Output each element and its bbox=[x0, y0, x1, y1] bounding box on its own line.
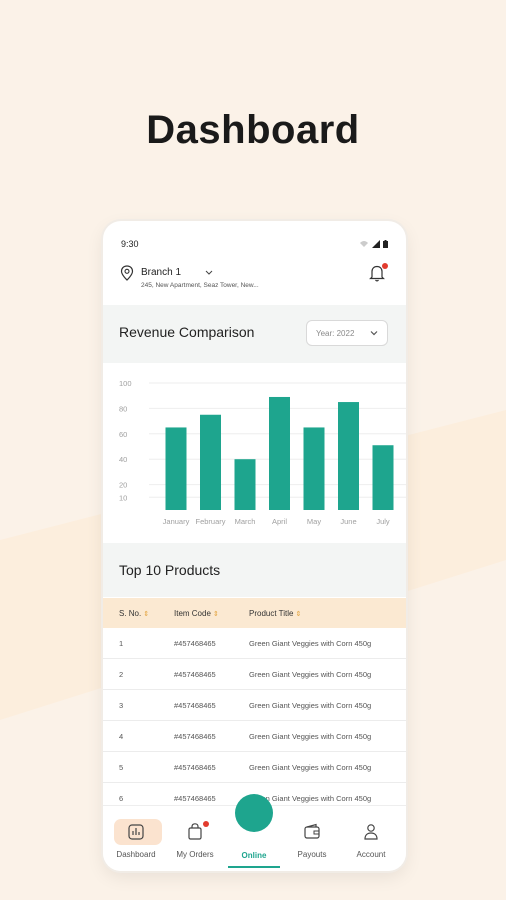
orders-notification-dot bbox=[203, 821, 209, 827]
cell-sno: 2 bbox=[119, 670, 124, 679]
nav-label: Payouts bbox=[297, 850, 327, 859]
y-tick-label: 60 bbox=[119, 430, 127, 439]
sort-icon: ⇕ bbox=[143, 611, 150, 618]
status-icons bbox=[359, 240, 388, 248]
x-tick-label: June bbox=[340, 517, 356, 526]
chevron-down-icon bbox=[370, 331, 378, 336]
x-tick-label: May bbox=[307, 517, 321, 526]
signal-icon bbox=[372, 240, 380, 248]
battery-icon bbox=[383, 240, 388, 248]
notification-dot bbox=[382, 263, 388, 269]
x-tick-label: March bbox=[235, 517, 256, 526]
bar bbox=[338, 402, 359, 510]
x-tick-label: February bbox=[195, 517, 225, 526]
x-tick-label: January bbox=[163, 517, 190, 526]
column-header-product-title[interactable]: Product Title ⇕ bbox=[249, 609, 301, 618]
cell-product-title: Green Giant Veggies with Corn 450g bbox=[249, 763, 372, 772]
bar bbox=[234, 459, 256, 510]
column-label: S. No. bbox=[119, 609, 142, 618]
nav-account[interactable]: Account bbox=[341, 806, 401, 871]
table-row[interactable]: 3 #457468465 Green Giant Veggies with Corn… bbox=[103, 690, 406, 721]
year-select-value: Year: 2022 bbox=[316, 329, 355, 338]
sort-icon: ⇕ bbox=[212, 611, 219, 618]
nav-label: Online bbox=[241, 851, 267, 860]
nav-label: Dashboard bbox=[116, 850, 156, 859]
table-body: 1 #457468465 Green Giant Veggies with Corn… bbox=[103, 628, 406, 814]
cell-item-code: #457468465 bbox=[174, 763, 216, 772]
branch-name: Branch 1 bbox=[141, 267, 182, 278]
bar-chart-icon bbox=[128, 824, 144, 840]
x-tick-label: July bbox=[376, 517, 390, 526]
cell-sno: 1 bbox=[119, 639, 124, 648]
y-tick-label: 80 bbox=[119, 404, 127, 413]
top-products-header: Top 10 Products bbox=[103, 543, 406, 597]
chevron-down-icon bbox=[205, 270, 213, 275]
cell-product-title: Green Giant Veggies with Corn 450g bbox=[249, 639, 372, 648]
cell-sno: 3 bbox=[119, 701, 124, 710]
cell-sno: 6 bbox=[119, 794, 124, 803]
year-select[interactable]: Year: 2022 bbox=[306, 320, 388, 346]
table-row[interactable]: 5 #457468465 Green Giant Veggies with Corn… bbox=[103, 752, 406, 783]
wifi-icon bbox=[360, 241, 368, 247]
table-row[interactable]: 1 #457468465 Green Giant Veggies with Corn… bbox=[103, 628, 406, 659]
cell-item-code: #457468465 bbox=[174, 701, 216, 710]
status-bar: 9:30 bbox=[121, 239, 388, 253]
top-products-title: Top 10 Products bbox=[119, 562, 221, 578]
revenue-header: Revenue Comparison Year: 2022 bbox=[103, 305, 406, 363]
online-toggle-button[interactable] bbox=[235, 794, 273, 832]
cell-item-code: #457468465 bbox=[174, 670, 216, 679]
cell-item-code: #457468465 bbox=[174, 732, 216, 741]
shopping-bag-icon bbox=[188, 823, 202, 840]
revenue-title: Revenue Comparison bbox=[119, 324, 255, 340]
y-tick-label: 100 bbox=[119, 379, 132, 388]
top-products-table: S. No. ⇕ Item Code ⇕ Product Title ⇕ 1 #4574… bbox=[103, 598, 406, 814]
nav-dashboard[interactable]: Dashboard bbox=[106, 806, 166, 871]
nav-active-indicator bbox=[114, 819, 162, 845]
cell-sno: 4 bbox=[119, 732, 124, 741]
table-row[interactable]: 2 #457468465 Green Giant Veggies with Corn… bbox=[103, 659, 406, 690]
cell-item-code: #457468465 bbox=[174, 794, 216, 803]
online-indicator-line bbox=[228, 866, 280, 868]
phone-frame: 9:30 Branch 1 245, New Apartment, Seaz T… bbox=[103, 221, 406, 871]
nav-label: Account bbox=[356, 850, 386, 859]
sort-icon: ⇕ bbox=[295, 611, 302, 618]
bar bbox=[303, 427, 325, 510]
revenue-chart: 10 20 40 60 80 100 January February March April Ma… bbox=[103, 367, 406, 537]
nav-payouts[interactable]: Payouts bbox=[282, 806, 342, 871]
notification-bell-icon[interactable] bbox=[368, 263, 386, 283]
cell-sno: 5 bbox=[119, 763, 124, 772]
bar bbox=[269, 396, 290, 510]
y-tick-label: 20 bbox=[119, 481, 127, 490]
hero-title: Dashboard bbox=[146, 108, 360, 152]
bar bbox=[165, 427, 187, 510]
bottom-navigation: Dashboard My Orders Online Payouts bbox=[103, 794, 406, 871]
cell-product-title: Green Giant Veggies with Corn 450g bbox=[249, 732, 372, 741]
cell-product-title: Green Giant Veggies with Corn 450g bbox=[249, 701, 372, 710]
table-row[interactable]: 4 #457468465 Green Giant Veggies with Corn… bbox=[103, 721, 406, 752]
branch-address: 245, New Apartment, Seaz Tower, New... bbox=[141, 282, 259, 289]
nav-label: My Orders bbox=[176, 850, 214, 859]
cell-product-title: Green Giant Veggies with Corn 450g bbox=[249, 794, 372, 803]
nav-online[interactable]: Online bbox=[224, 806, 284, 871]
x-tick-label: April bbox=[272, 517, 287, 526]
column-header-item-code[interactable]: Item Code ⇕ bbox=[174, 609, 219, 618]
y-tick-label: 40 bbox=[119, 455, 127, 464]
column-header-sno[interactable]: S. No. ⇕ bbox=[119, 609, 149, 618]
column-label: Product Title bbox=[249, 609, 294, 618]
user-icon bbox=[364, 824, 378, 840]
bar bbox=[372, 445, 394, 510]
nav-my-orders[interactable]: My Orders bbox=[165, 806, 225, 871]
wallet-icon bbox=[304, 823, 320, 839]
y-tick-label: 10 bbox=[119, 493, 127, 502]
column-label: Item Code bbox=[174, 609, 211, 618]
table-header: S. No. ⇕ Item Code ⇕ Product Title ⇕ bbox=[103, 598, 406, 628]
cell-item-code: #457468465 bbox=[174, 639, 216, 648]
branch-selector[interactable]: Branch 1 245, New Apartment, Seaz Tower,… bbox=[120, 263, 390, 297]
location-pin-icon bbox=[120, 265, 134, 281]
status-time: 9:30 bbox=[121, 239, 139, 249]
bar-chart: 10 20 40 60 80 100 January February March April Ma… bbox=[119, 379, 406, 526]
bar bbox=[200, 414, 221, 510]
cell-product-title: Green Giant Veggies with Corn 450g bbox=[249, 670, 372, 679]
